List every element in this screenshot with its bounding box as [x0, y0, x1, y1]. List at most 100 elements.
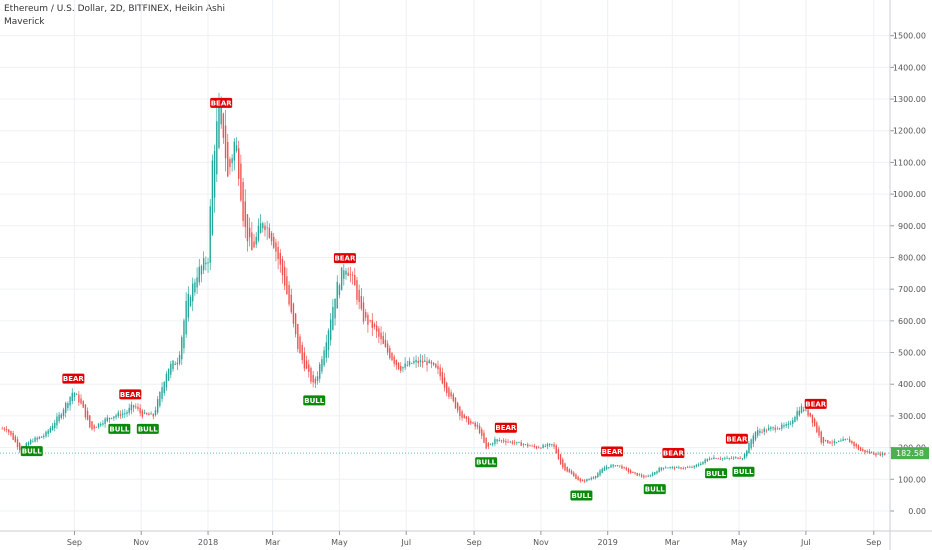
candle-body [386, 343, 389, 353]
candle-body [577, 476, 579, 481]
y-tick-label: 400.00 [898, 380, 926, 389]
candle-body [259, 223, 262, 234]
candle-body [424, 360, 426, 362]
candle-body [67, 403, 69, 408]
candle-body [864, 449, 866, 453]
candle-body [608, 467, 610, 468]
candle-body [693, 465, 695, 468]
last-price: 182.58 [891, 447, 929, 460]
x-tick-label: Mar [265, 538, 281, 547]
candle-body [25, 443, 27, 448]
signal-text: BEAR [63, 375, 85, 383]
candle-body [842, 439, 844, 441]
candle-body [781, 424, 783, 429]
y-tick-label: 300.00 [898, 412, 926, 421]
candle-body [873, 452, 875, 455]
x-tick-label: Nov [533, 538, 549, 547]
y-tick-label: 900.00 [898, 222, 926, 231]
candle-body [581, 479, 584, 482]
x-tick-label: Nov [133, 538, 149, 547]
candle-body [281, 258, 284, 276]
candle-body [590, 477, 592, 480]
signal-box [119, 389, 142, 400]
candle-body [340, 267, 343, 291]
candle-body [675, 467, 678, 469]
candle-body [853, 441, 855, 446]
candle-body [262, 223, 264, 229]
x-tick-label: Sep [467, 538, 482, 547]
candle-body [380, 332, 382, 340]
candle-body [686, 467, 689, 469]
candle-body [194, 282, 196, 293]
candle-body [706, 458, 709, 462]
candle-body [697, 464, 700, 466]
candle-body [58, 414, 60, 422]
y-tick-label: 0.00 [908, 507, 926, 516]
candle-body [636, 472, 638, 476]
candle-body [329, 319, 332, 341]
candle-body [270, 232, 273, 242]
bear-signal-label: BEAR [804, 398, 827, 409]
candle-body [868, 451, 871, 454]
candle-body [16, 439, 19, 448]
candle-body [185, 301, 187, 335]
candle-body [846, 438, 849, 440]
candle-body [82, 401, 84, 408]
candle-body [498, 440, 500, 442]
bear-signal-label: BEAR [333, 253, 356, 264]
candle-body [844, 439, 846, 441]
candle-body [402, 366, 404, 369]
candle-body [257, 225, 260, 241]
candle-body [135, 406, 137, 408]
candle-body [448, 387, 450, 397]
candle-body [218, 100, 220, 148]
candle-body [14, 436, 17, 443]
candle-body [227, 142, 229, 177]
candle-body [69, 396, 71, 406]
candle-body [266, 227, 268, 229]
candle-body [459, 406, 461, 416]
last-price-tag [891, 447, 929, 460]
candle-body [128, 407, 130, 413]
x-tick-label: May [331, 538, 348, 547]
candle-body [209, 206, 211, 263]
candle-body [89, 415, 91, 428]
candle-body [49, 427, 52, 433]
candle-body [870, 452, 873, 454]
signal-box [62, 373, 85, 384]
candle-body [113, 416, 115, 419]
candle-body [446, 382, 448, 394]
candle-body [60, 414, 63, 418]
candle-body [494, 438, 496, 444]
candle-body [564, 463, 566, 471]
candle-body [724, 458, 726, 460]
x-tick-label: Sep [67, 538, 82, 547]
candle-body [137, 406, 139, 410]
candle-body [205, 262, 207, 265]
y-tick-label: 600.00 [898, 317, 926, 326]
grid [0, 0, 890, 531]
candle-body [513, 442, 516, 444]
candle-body [207, 262, 209, 264]
candle-body [51, 425, 54, 431]
candles [1, 92, 886, 484]
signal-text: BULL [571, 492, 591, 500]
candle-body [509, 441, 511, 443]
candle-body [719, 458, 722, 460]
candle-body [619, 465, 621, 467]
candle-body [419, 360, 422, 363]
candle-body [303, 352, 306, 369]
candle-body [75, 394, 78, 396]
x-tick-label: May [731, 538, 748, 547]
indicator-name[interactable]: Maverick [4, 17, 45, 27]
candle-body [671, 467, 673, 468]
candle-body [818, 427, 820, 436]
candle-body [833, 441, 836, 443]
candle-body [770, 427, 772, 430]
candle-body [441, 371, 444, 384]
candle-body [3, 428, 6, 430]
candle-body [216, 121, 218, 175]
candle-body [148, 413, 150, 416]
candle-body [362, 302, 365, 322]
